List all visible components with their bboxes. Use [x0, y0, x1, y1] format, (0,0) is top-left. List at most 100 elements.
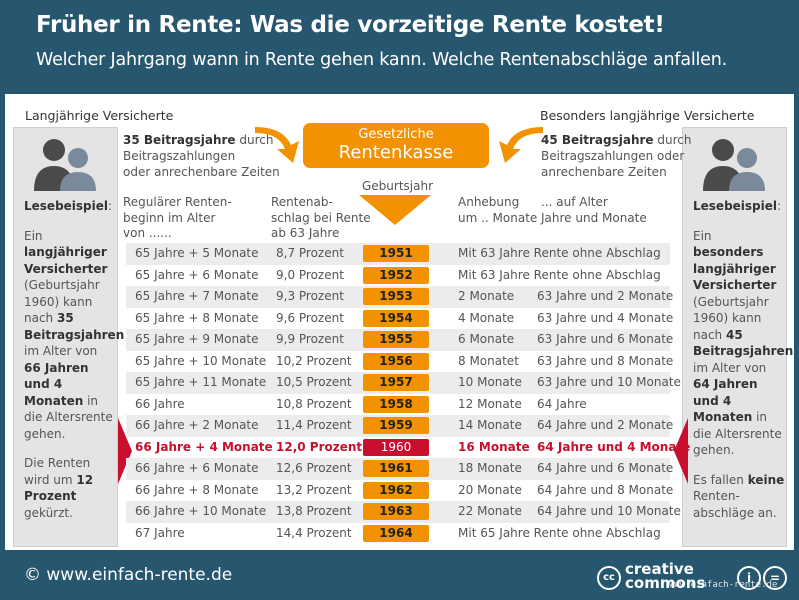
table-row: 66 Jahre + 4 Monate 12,0 Prozent 1960 16 Mo… — [126, 437, 690, 459]
table-row: 65 Jahre + 6 Monate 9,0 Prozent 1952 Mit 63… — [126, 265, 670, 287]
attribution-icon: i — [737, 566, 761, 590]
cell-anhebung: 2 Monate — [458, 289, 515, 303]
cell-beginn: 66 Jahre + 10 Monate — [135, 504, 267, 518]
cell-beginn: 65 Jahre + 11 Monate — [135, 375, 267, 389]
cell-beginn: 66 Jahre + 2 Monate — [135, 418, 259, 432]
cell-anhebung: Mit 63 Jahre Rente ohne Abschlag — [458, 267, 661, 282]
table-row: 66 Jahre + 10 Monate 13,8 Prozent 1963 22 M… — [126, 501, 681, 523]
left-title: Langjährige Versicherte — [25, 108, 174, 123]
cc-logo-icon: cc — [597, 566, 621, 590]
rentenkasse-box: Gesetzliche Rentenkasse — [303, 123, 489, 168]
left-example-text: Lesebeispiel: Ein langjähriger Versicher… — [24, 199, 125, 520]
cell-beginn: 65 Jahre + 8 Monate — [135, 310, 259, 325]
creative-commons-badge: cc creative commons www.einfach-rente.de… — [597, 560, 787, 593]
left-intro: 35 Beitragsjahre durch Beitragszahlungen… — [123, 133, 280, 179]
cell-beginn: 65 Jahre + 6 Monate — [135, 267, 259, 282]
cell-alter: 64 Jahre und 2 Monate — [537, 418, 674, 432]
cell-anhebung: Mit 65 Jahre Rente ohne Abschlag — [458, 525, 661, 540]
cell-anhebung: 14 Monate — [458, 418, 522, 432]
table-row: 65 Jahre + 7 Monate 9,3 Prozent 1953 2 Mona… — [126, 286, 674, 308]
table-row: 66 Jahre + 6 Monate 12,6 Prozent 1961 18 Mo… — [126, 458, 674, 480]
cell-alter: 64 Jahre und 6 Monate — [537, 461, 674, 475]
cell-geburtsjahr: 1954 — [363, 309, 429, 327]
cell-abschlag: 9,6 Prozent — [276, 310, 344, 325]
right-example-box: Lesebeispiel: Ein besonders langjähriger… — [682, 127, 794, 547]
cell-beginn: 65 Jahre + 10 Monate — [135, 353, 267, 368]
cell-abschlag: 8,7 Prozent — [276, 246, 344, 260]
cell-alter: 64 Jahre und 8 Monate — [537, 482, 674, 497]
col-head-alter: ... auf Alter Jahre und Monate — [541, 195, 647, 225]
cell-geburtsjahr: 1951 — [363, 245, 429, 262]
cell-anhebung: 22 Monate — [458, 504, 522, 518]
table-row: 65 Jahre + 5 Monate 8,7 Prozent 1951 Mit 63… — [126, 243, 670, 265]
cell-anhebung: 4 Monate — [458, 310, 515, 325]
footer-url[interactable]: © www.einfach-rente.de — [24, 565, 233, 585]
cell-geburtsjahr: 1953 — [363, 288, 429, 305]
cell-abschlag: 11,4 Prozent — [276, 418, 352, 432]
highlight-arrow-right — [674, 418, 688, 484]
table-row: 65 Jahre + 11 Monate 10,5 Prozent 1957 10 M… — [126, 372, 681, 394]
right-intro: 45 Beitragsjahre durch Beitragszahlungen… — [541, 133, 692, 179]
cell-geburtsjahr: 1952 — [363, 266, 429, 284]
arrow-right-icon — [255, 127, 299, 163]
cell-alter: 64 Jahre — [537, 396, 587, 411]
col-head-beginn: Regulärer Renten-beginn im Alter von ....… — [123, 195, 232, 240]
cell-alter: 64 Jahre und 10 Monate — [537, 504, 681, 518]
cell-beginn: 65 Jahre + 9 Monate — [135, 332, 259, 346]
cell-anhebung: 20 Monate — [458, 482, 522, 497]
cell-beginn: 65 Jahre + 5 Monate — [135, 246, 259, 260]
cell-beginn: 66 Jahre + 6 Monate — [135, 461, 259, 475]
cell-geburtsjahr: 1958 — [363, 395, 429, 413]
cc-text-2: commons — [625, 574, 706, 592]
cell-anhebung: 16 Monate — [458, 439, 530, 454]
people-icon — [34, 139, 96, 191]
cell-beginn: 67 Jahre — [135, 525, 185, 540]
cell-abschlag: 10,8 Prozent — [276, 396, 352, 411]
cell-alter: 63 Jahre und 2 Monate — [537, 289, 674, 303]
col-head-anhebung: Anhebung um .. Monate — [458, 195, 538, 225]
cell-abschlag: 13,8 Prozent — [276, 504, 352, 518]
table-row: 66 Jahre + 8 Monate 13,2 Prozent 1962 20 Mo… — [126, 480, 674, 502]
cell-geburtsjahr: 1961 — [363, 460, 429, 477]
cell-abschlag: 10,5 Prozent — [276, 375, 352, 389]
no-derivatives-icon: = — [763, 566, 787, 590]
header: Früher in Rente: Was die vorzeitige Rent… — [0, 0, 799, 90]
cell-beginn: 66 Jahre + 8 Monate — [135, 482, 259, 497]
cell-alter: 63 Jahre und 4 Monate — [537, 310, 674, 325]
cell-anhebung: 10 Monate — [458, 375, 522, 389]
cc-text-1: creative — [625, 560, 694, 578]
cell-geburtsjahr: 1963 — [363, 503, 429, 520]
cell-geburtsjahr: 1955 — [363, 331, 429, 348]
cell-geburtsjahr: 1956 — [363, 352, 429, 370]
table-row: 65 Jahre + 9 Monate 9,9 Prozent 1955 6 Mona… — [126, 329, 674, 351]
cell-alter: 63 Jahre und 6 Monate — [537, 332, 674, 346]
cell-beginn: 66 Jahre + 4 Monate — [135, 439, 273, 454]
table-row: 65 Jahre + 8 Monate 9,6 Prozent 1954 4 Mona… — [126, 308, 674, 330]
geburtsjahr-arrow — [359, 195, 431, 225]
cell-geburtsjahr: 1959 — [363, 417, 429, 434]
cell-abschlag: 12,6 Prozent — [276, 461, 352, 475]
right-example-text: Lesebeispiel: Ein besonders langjähriger… — [693, 199, 794, 520]
page-title: Früher in Rente: Was die vorzeitige Rent… — [36, 12, 665, 38]
cell-abschlag: 9,0 Prozent — [276, 267, 344, 282]
cell-geburtsjahr: 1964 — [363, 524, 429, 542]
table-row: 66 Jahre 10,8 Prozent 1958 12 Monate 64 Jahr… — [126, 394, 670, 416]
col-head-abschlag: Rentenab-schlag bei Rente ab 63 Jahre — [271, 195, 371, 240]
cell-anhebung: 8 Monatet — [458, 353, 519, 368]
cell-alter: 64 Jahre und 4 Monate — [537, 439, 691, 454]
cell-abschlag: 9,3 Prozent — [276, 289, 344, 303]
people-icon — [703, 139, 765, 191]
cell-abschlag: 9,9 Prozent — [276, 332, 344, 346]
cell-beginn: 65 Jahre + 7 Monate — [135, 289, 259, 303]
rente-table: 65 Jahre + 5 Monate 8,7 Prozent 1951 Mit 63… — [126, 243, 690, 545]
table-row: 65 Jahre + 10 Monate 10,2 Prozent 1956 8 Mo… — [126, 351, 673, 373]
cell-anhebung: Mit 63 Jahre Rente ohne Abschlag — [458, 246, 661, 260]
right-title: Besonders langjährige Versicherte — [540, 108, 755, 123]
cell-geburtsjahr: 1957 — [363, 374, 429, 391]
cell-beginn: 66 Jahre — [135, 396, 185, 411]
cell-abschlag: 14,4 Prozent — [276, 525, 352, 540]
cell-alter: 63 Jahre und 10 Monate — [537, 375, 681, 389]
cell-abschlag: 10,2 Prozent — [276, 353, 352, 368]
table-row: 67 Jahre 14,4 Prozent 1964 Mit 65 Jahre Ren… — [126, 523, 670, 545]
arrow-left-icon — [499, 127, 543, 163]
